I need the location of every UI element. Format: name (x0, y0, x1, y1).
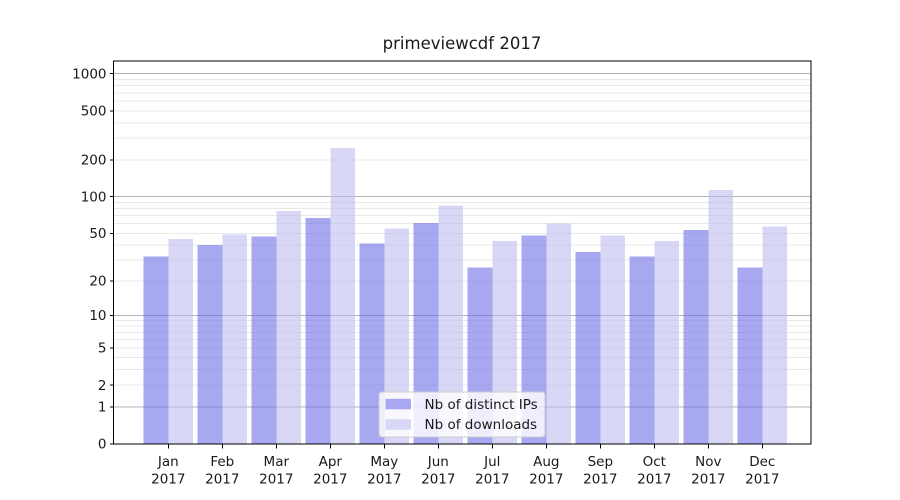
bar-mar-2017-nb-of-downloads (276, 211, 302, 444)
x-tick-label-feb-2017: Feb 2017 (205, 454, 239, 488)
y-tick-label-0: 0 (98, 437, 107, 453)
bars-layer (143, 147, 788, 445)
y-tick-label-10: 10 (89, 308, 106, 324)
bar-sep-2017-nb-of-distinct-ips (575, 251, 601, 444)
chart-title: primeviewcdf 2017 (383, 34, 542, 53)
x-tick-label-jul-2017: Jul 2017 (475, 454, 509, 488)
y-tick-label-500: 500 (81, 104, 107, 120)
x-tick-label-jan-2017: Jan 2017 (151, 454, 185, 488)
x-tick-label-dec-2017: Dec 2017 (745, 454, 779, 488)
bar-feb-2017-nb-of-downloads (222, 234, 248, 444)
y-tick-label-100: 100 (81, 189, 107, 205)
bar-nov-2017-nb-of-distinct-ips (683, 230, 709, 444)
y-tick-label-2: 2 (98, 378, 107, 394)
bar-mar-2017-nb-of-distinct-ips (251, 236, 277, 444)
bar-aug-2017-nb-of-downloads (546, 223, 572, 444)
y-axis: 0 1 2 5 10 20 50 100 200 500 1000 (72, 66, 114, 453)
legend-label-nb-of-distinct-ips: Nb of distinct IPs (425, 397, 538, 413)
bar-dec-2017-nb-of-distinct-ips (737, 267, 763, 444)
bar-oct-2017-nb-of-downloads (654, 241, 680, 444)
x-tick-label-sep-2017: Sep 2017 (583, 454, 617, 488)
legend-swatch-nb-of-distinct-ips (385, 398, 411, 410)
legend-label-nb-of-downloads: Nb of downloads (425, 417, 538, 433)
plot-border (113, 60, 812, 445)
x-tick-label-may-2017: May 2017 (367, 454, 401, 488)
y-tick-label-5: 5 (98, 341, 107, 357)
x-tick-label-jun-2017: Jun 2017 (421, 454, 455, 488)
x-axis: Jan 2017 Feb 2017 Mar 2017 Apr 2017 May 2017 Jun 20… (151, 444, 779, 488)
y-tick-label-20: 20 (89, 274, 106, 290)
x-tick-label-mar-2017: Mar 2017 (259, 454, 293, 488)
bar-nov-2017-nb-of-downloads (708, 190, 734, 444)
x-tick-label-nov-2017: Nov 2017 (691, 454, 725, 488)
y-tick-label-1000: 1000 (72, 66, 106, 82)
x-tick-label-aug-2017: Aug 2017 (529, 454, 563, 488)
bar-oct-2017-nb-of-distinct-ips (629, 256, 655, 444)
legend-swatch-nb-of-downloads (385, 419, 411, 430)
bar-sep-2017-nb-of-downloads (600, 235, 626, 444)
bar-jan-2017-nb-of-downloads (168, 238, 194, 444)
legend: Nb of distinct IPs Nb of downloads (378, 391, 546, 438)
y-tick-label-1: 1 (98, 400, 107, 416)
bar-jan-2017-nb-of-distinct-ips (143, 256, 169, 444)
x-tick-label-apr-2017: Apr 2017 (313, 454, 347, 488)
x-tick-label-oct-2017: Oct 2017 (637, 454, 671, 488)
y-tick-label-200: 200 (81, 152, 107, 168)
bar-apr-2017-nb-of-downloads (330, 147, 356, 445)
legend-box (378, 391, 546, 438)
bar-apr-2017-nb-of-distinct-ips (305, 217, 331, 444)
bar-dec-2017-nb-of-downloads (762, 226, 788, 444)
bar-feb-2017-nb-of-distinct-ips (197, 244, 223, 444)
y-tick-label-50: 50 (89, 226, 106, 242)
